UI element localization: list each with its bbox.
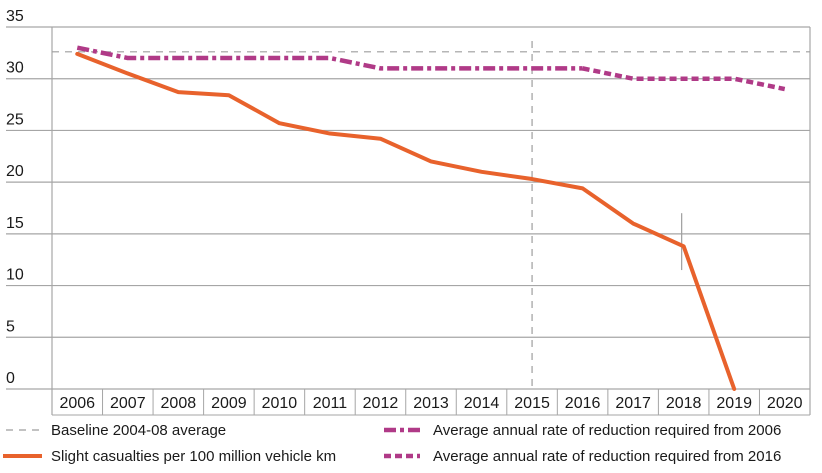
series-line-1 — [75, 51, 737, 391]
y-tick-label: 5 — [6, 318, 15, 335]
legend-label-from-2006: Average annual rate of reduction require… — [433, 422, 781, 439]
y-tick-label: 0 — [6, 370, 15, 387]
x-tick-label: 2016 — [565, 395, 601, 412]
x-tick-label: 2010 — [262, 395, 298, 412]
legend-item-baseline: Baseline 2004-08 average — [6, 422, 226, 439]
legend-label-slight-casualties: Slight casualties per 100 million vehicl… — [51, 448, 336, 465]
legend-item-from-2016: Average annual rate of reduction require… — [384, 448, 781, 465]
x-tick-label: 2015 — [514, 395, 550, 412]
x-tick-label: 2006 — [59, 395, 95, 412]
legend-label-from-2016: Average annual rate of reduction require… — [433, 448, 781, 465]
legend: Baseline 2004-08 average Average annual … — [3, 422, 781, 465]
x-tick-label: 2008 — [161, 395, 197, 412]
y-tick-label: 25 — [6, 111, 24, 128]
x-tick-label: 2013 — [413, 395, 449, 412]
x-tick-label: 2007 — [110, 395, 146, 412]
legend-item-slight-casualties: Slight casualties per 100 million vehicl… — [3, 448, 336, 465]
legend-label-baseline: Baseline 2004-08 average — [51, 422, 226, 439]
y-tick-label: 30 — [6, 60, 24, 77]
y-tick-label: 35 — [6, 8, 24, 25]
gridlines — [6, 26, 811, 415]
x-tick-label: 2009 — [211, 395, 247, 412]
x-tick-label: 2018 — [666, 395, 702, 412]
x-tick-label: 2014 — [464, 395, 500, 412]
legend-item-from-2006: Average annual rate of reduction require… — [384, 422, 781, 439]
y-tick-label: 20 — [6, 163, 24, 180]
x-tick-label: 2020 — [767, 395, 803, 412]
x-tick-label: 2017 — [615, 395, 651, 412]
reference-lines — [52, 41, 810, 389]
y-axis-ticks: 0 5 10 15 20 25 30 35 — [6, 8, 24, 387]
x-tick-label: 2012 — [363, 395, 399, 412]
x-axis: 2006 2007 2008 2009 2010 2011 2012 2013 2014 2015… — [52, 389, 810, 416]
series-lines — [75, 45, 786, 391]
y-tick-label: 15 — [6, 215, 24, 232]
x-tick-label: 2019 — [716, 395, 752, 412]
y-tick-label: 10 — [6, 267, 24, 284]
x-tick-label: 2011 — [313, 395, 348, 412]
